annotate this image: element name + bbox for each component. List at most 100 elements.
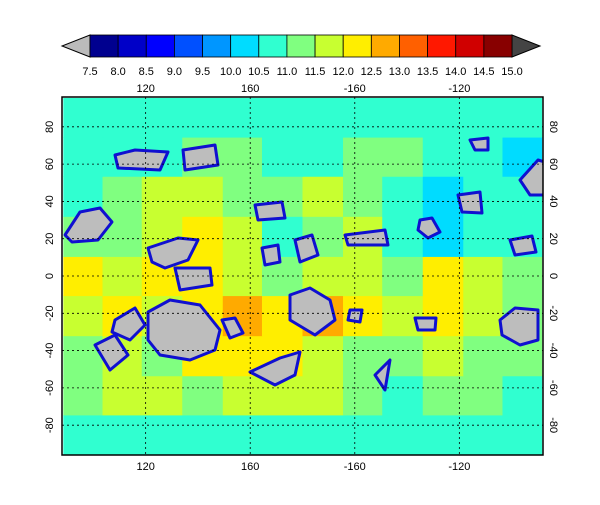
field-cell: [63, 414, 104, 455]
colorbar-tick-label: 7.5: [82, 66, 97, 78]
field-cell: [141, 97, 183, 138]
colorbar-tick-label: 15.0: [501, 66, 522, 78]
x-tick-label: -120: [448, 83, 470, 95]
y-tick-label: 20: [44, 233, 56, 245]
field-cell: [382, 176, 424, 217]
field-cell: [261, 97, 303, 138]
colorbar-box: [455, 34, 485, 58]
field-cell: [182, 414, 224, 455]
colorbar-box: [286, 34, 316, 58]
colorbar-tick-label: 12.0: [332, 66, 353, 78]
field-cell: [302, 335, 344, 377]
colorbar-box: [89, 34, 119, 58]
colorbar-box: [202, 34, 232, 58]
field-cell: [463, 375, 503, 416]
colorbar-box: [314, 34, 344, 58]
colorbar-tick-label: 11.5: [305, 66, 326, 78]
colorbar-box: [145, 34, 175, 58]
field-cell: [502, 375, 543, 416]
field-cell: [222, 414, 263, 455]
field-cell: [63, 295, 104, 337]
field-cell: [463, 335, 503, 377]
y-tick-label: -60: [44, 380, 56, 396]
x-tick-label: -120: [448, 461, 470, 473]
colorbar-box: [427, 34, 457, 58]
field-cell: [222, 97, 263, 138]
field-cell: [102, 375, 143, 416]
y-tick-label: 40: [547, 195, 559, 207]
field-cell: [382, 137, 424, 177]
field-cell: [422, 137, 464, 177]
field-cell: [502, 414, 543, 455]
field-cell: [343, 176, 383, 217]
y-tick-label: -80: [44, 417, 56, 433]
field-cell: [302, 414, 344, 455]
colorbar-tick-label: 12.5: [361, 66, 382, 78]
colorbar-box: [258, 34, 288, 58]
colorbar-box: [399, 34, 429, 58]
y-tick-label: -40: [44, 343, 56, 359]
field-cell: [463, 97, 503, 138]
field-cell: [222, 137, 263, 177]
x-tick-label: 160: [241, 461, 259, 473]
field-cell: [382, 216, 424, 257]
colorbar-over: [511, 34, 542, 58]
colorbar-tick-label: 9.5: [195, 66, 210, 78]
colorbar-tick-label: 8.5: [139, 66, 154, 78]
field-cell: [141, 414, 183, 455]
field-cell: [302, 97, 344, 138]
y-tick-label: 60: [547, 158, 559, 170]
field-cell: [343, 375, 383, 416]
colorbar-tick-label: 10.0: [220, 66, 241, 78]
x-tick-label: 120: [136, 83, 154, 95]
field-cell: [102, 414, 143, 455]
x-tick-label: -160: [344, 83, 366, 95]
field-cell: [261, 414, 303, 455]
x-tick-label: 160: [241, 83, 259, 95]
colorbar-box: [230, 34, 260, 58]
field-cell: [463, 295, 503, 337]
field-cell: [302, 176, 344, 217]
colorbar-tick-label: 14.5: [473, 66, 494, 78]
field-cell: [422, 97, 464, 138]
x-tick-label: -160: [344, 461, 366, 473]
field-cell: [302, 137, 344, 177]
field-cell: [63, 375, 104, 416]
colorbar-tick-label: 11.0: [277, 66, 298, 78]
field-cell: [182, 375, 224, 416]
y-tick-label: 40: [44, 195, 56, 207]
colorbar-tick-label: 9.0: [167, 66, 182, 78]
y-tick-label: 80: [44, 121, 56, 133]
y-tick-label: -40: [547, 343, 559, 359]
colorbar-box: [370, 34, 400, 58]
field-cell: [343, 335, 383, 377]
y-tick-label: 0: [547, 273, 559, 279]
field-cell: [382, 375, 424, 416]
y-tick-label: 60: [44, 158, 56, 170]
y-tick-label: -20: [44, 305, 56, 321]
field-cell: [222, 375, 263, 416]
field-cell: [463, 414, 503, 455]
y-tick-label: -60: [547, 380, 559, 396]
x-tick-label: 120: [136, 461, 154, 473]
field-cell: [141, 375, 183, 416]
field-cell: [63, 97, 104, 138]
colorbar-box: [173, 34, 203, 58]
y-tick-label: 0: [44, 273, 56, 279]
map-frame: [61, 96, 544, 456]
colorbar-box: [117, 34, 147, 58]
y-tick-label: 80: [547, 121, 559, 133]
y-tick-label: -80: [547, 417, 559, 433]
field-cell: [382, 414, 424, 455]
field-cell: [261, 137, 303, 177]
field-cell: [222, 216, 263, 257]
field-cell: [102, 97, 143, 138]
field-cell: [182, 97, 224, 138]
colorbar-box: [483, 34, 513, 58]
y-tick-label: -20: [547, 305, 559, 321]
field-cell: [141, 176, 183, 217]
colorbar-under: [60, 34, 91, 58]
field-cell: [422, 414, 464, 455]
colorbar-box: [342, 34, 372, 58]
